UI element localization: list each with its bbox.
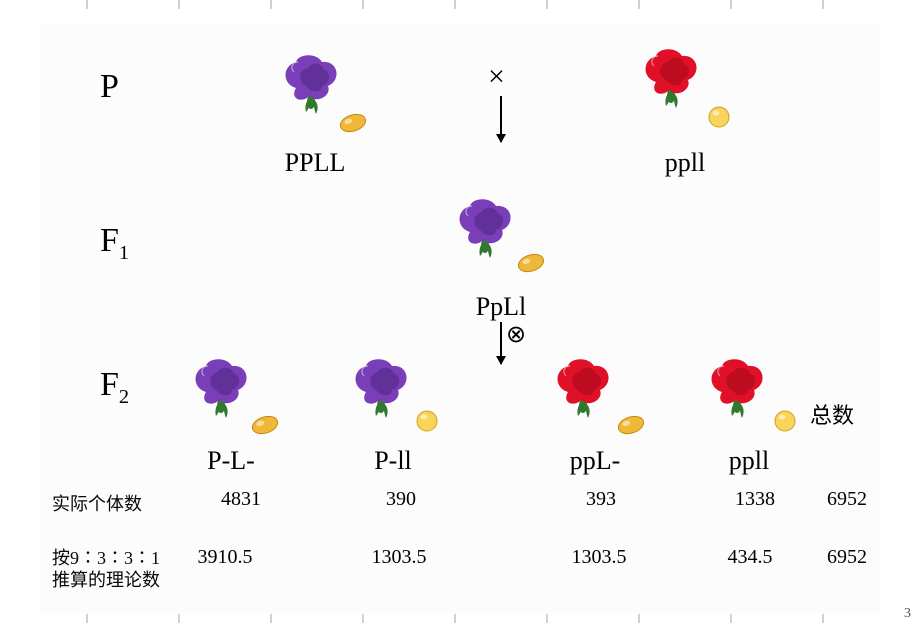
tick — [362, 0, 364, 9]
flower-f2-red-long — [548, 356, 618, 426]
label-F1: F1 — [100, 222, 129, 265]
flower-f2-purple-round — [346, 356, 416, 426]
tick — [178, 614, 180, 623]
pollen-f2-1-round — [412, 410, 442, 432]
expected-0: 3910.5 — [170, 546, 280, 569]
expected-3: 434.5 — [700, 546, 800, 569]
label-actual: 实际个体数 — [52, 490, 142, 516]
tick — [362, 614, 364, 623]
arrow-f1-to-f2 — [500, 322, 502, 364]
ticks-bottom — [0, 614, 920, 624]
geno-f2-3: ppll — [694, 446, 804, 476]
label-F2: F2 — [100, 366, 129, 409]
page-corner-num: 3 — [904, 606, 911, 622]
geno-PpLl: PpLl — [446, 292, 556, 322]
actual-total: 6952 — [812, 488, 882, 511]
tick — [86, 614, 88, 623]
arrow-p-to-f1 — [500, 96, 502, 142]
geno-ppll: ppll — [630, 148, 740, 178]
tick — [546, 614, 548, 623]
tick — [730, 0, 732, 9]
expected-2: 1303.5 — [544, 546, 654, 569]
label-expected-l2: 推算的理论数 — [52, 566, 160, 592]
geno-f2-1: P-ll — [338, 446, 448, 476]
tick — [270, 0, 272, 9]
label-P: P — [100, 68, 119, 106]
actual-2: 393 — [556, 488, 646, 511]
actual-0: 4831 — [196, 488, 286, 511]
actual-1: 390 — [356, 488, 446, 511]
tick — [178, 0, 180, 9]
tick — [822, 0, 824, 9]
tick — [730, 614, 732, 623]
ticks-top — [0, 0, 920, 10]
geno-PPLL: PPLL — [260, 148, 370, 178]
tick — [454, 0, 456, 9]
tick — [454, 614, 456, 623]
tick — [638, 614, 640, 623]
geno-f2-2: ppL- — [540, 446, 650, 476]
flower-parent-purple — [276, 52, 346, 122]
tick — [546, 0, 548, 9]
pollen-parent-round — [704, 106, 734, 128]
expected-total: 6952 — [812, 546, 882, 569]
tick — [86, 0, 88, 9]
total-label: 总数 — [810, 398, 854, 430]
tick — [638, 0, 640, 9]
self-symbol: ⊗ — [506, 320, 526, 349]
flower-f2-red-round — [702, 356, 772, 426]
actual-3: 1338 — [710, 488, 800, 511]
geno-f2-0: P-L- — [176, 446, 286, 476]
flower-parent-red — [636, 46, 706, 116]
expected-1: 1303.5 — [344, 546, 454, 569]
pollen-f2-3-round — [770, 410, 800, 432]
tick — [822, 614, 824, 623]
cross-symbol: × — [488, 60, 505, 94]
flower-f1 — [450, 196, 520, 266]
flower-f2-purple-long — [186, 356, 256, 426]
tick — [270, 614, 272, 623]
